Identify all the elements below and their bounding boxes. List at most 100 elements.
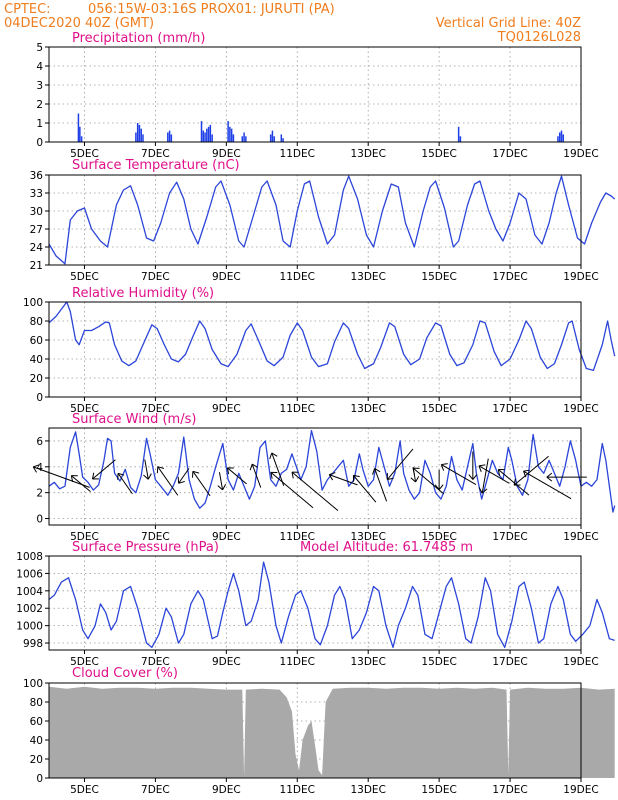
- y-tick-label: 36: [30, 170, 44, 182]
- x-tick-label: 13DEC: [350, 148, 385, 160]
- series-line: [48, 561, 615, 649]
- precip-bar: [142, 134, 144, 142]
- x-tick-label: 15DEC: [421, 784, 456, 796]
- header-run: 04DEC2020 40Z (GMT): [4, 16, 154, 31]
- y-tick-label: 3: [36, 80, 43, 92]
- x-tick-label: 7DEC: [141, 148, 170, 160]
- wind-arrow: [270, 471, 314, 509]
- y-tick-label: 1000: [16, 621, 43, 633]
- y-tick-label: 33: [30, 188, 43, 200]
- y-tick-label: 1008: [16, 551, 43, 563]
- plot-frame: [48, 301, 582, 398]
- precip-bar: [243, 132, 245, 142]
- precip-bar: [138, 124, 141, 142]
- wind-arrow: [478, 458, 489, 494]
- precip-bar: [229, 126, 231, 142]
- precip-bar: [230, 128, 233, 142]
- x-tick-label: 9DEC: [212, 403, 241, 415]
- y-tick-label: 1: [36, 118, 43, 130]
- wind-arrow: [546, 472, 587, 482]
- precip-bar: [204, 132, 206, 142]
- wind-arrow: [32, 464, 90, 488]
- x-tick-label: 17DEC: [492, 531, 527, 543]
- x-tick-label: 11DEC: [280, 148, 315, 160]
- y-tick-label: 0: [36, 773, 43, 785]
- x-tick-label: 5DEC: [70, 784, 99, 796]
- precip-bar: [202, 130, 205, 142]
- temperature-panel: 21 24 27 30 33 36 5DEC 7DEC 9DEC 11DEC 13DEC 15DEC 1…: [30, 170, 616, 283]
- x-tick-label: 17DEC: [492, 148, 527, 160]
- precip-bar: [560, 130, 563, 142]
- grid: [49, 556, 581, 650]
- y-tick-label: 0: [36, 137, 43, 149]
- x-tick-label: 19DEC: [563, 403, 598, 415]
- x-tick-label: 7DEC: [141, 784, 170, 796]
- precip-bar: [211, 134, 213, 142]
- humidity-panel: 0 20 40 60 80 100 5DEC 7DEC 9DEC 11DEC 13DEC 15DEC 1…: [23, 297, 616, 415]
- y-tick-label: 40: [30, 735, 43, 747]
- y-tick-label: 80: [30, 316, 43, 328]
- precip-bar: [209, 124, 212, 142]
- precip-bar: [135, 132, 137, 142]
- x-tick-label: 19DEC: [563, 531, 598, 543]
- precip-bar: [457, 126, 460, 142]
- y-tick-label: 0: [36, 514, 43, 526]
- precip-bar: [273, 136, 275, 142]
- precip-bar: [80, 136, 83, 142]
- precip-panel: 0 1 2 3 4 5 5DEC 7DEC 9DEC 11DEC 13DEC 15DEC 17DEC 19…: [36, 42, 598, 160]
- y-tick-label: 60: [30, 716, 43, 728]
- header-source: CPTEC:: [4, 2, 51, 17]
- y-tick-label: 20: [30, 754, 43, 766]
- x-tick-label: 13DEC: [350, 784, 385, 796]
- y-tick-label: 40: [30, 354, 43, 366]
- wind-arrow: [434, 469, 444, 491]
- x-tick-label: 7DEC: [141, 531, 170, 543]
- temp-title: Surface Temperature (nC): [72, 158, 240, 173]
- x-tick-label: 9DEC: [212, 271, 241, 283]
- wind-arrow: [91, 459, 116, 480]
- precip-bar: [207, 126, 210, 142]
- header-vgrid: Vertical Grid Line: 40Z: [436, 16, 581, 31]
- series-line: [48, 175, 616, 265]
- cloud-cover-area: [49, 686, 615, 778]
- wind-panel: 0 2 4 6 5DEC 7DEC 9DEC 11DEC 13DEC 15DEC 17DEC 19DE…: [32, 427, 616, 543]
- x-tick-label: 13DEC: [350, 403, 385, 415]
- y-tick-label: 1004: [16, 586, 43, 598]
- series-line: [48, 301, 616, 372]
- precip-bar: [241, 136, 244, 142]
- x-tick-label: 19DEC: [563, 271, 598, 283]
- x-tick-label: 17DEC: [492, 784, 527, 796]
- x-tick-label: 11DEC: [280, 531, 315, 543]
- x-tick-label: 5DEC: [70, 531, 99, 543]
- x-tick-label: 9DEC: [212, 531, 241, 543]
- wind-title: Surface Wind (m/s): [72, 412, 196, 427]
- plot-frame: [48, 46, 582, 143]
- precip-bar: [557, 136, 559, 142]
- pressure-title: Surface Pressure (hPa): [72, 540, 219, 555]
- series-line: [48, 429, 616, 513]
- y-tick-label: 21: [30, 260, 43, 272]
- header-product-code: TQ0126L028: [497, 30, 581, 45]
- precip-bar: [170, 134, 173, 142]
- y-tick-label: 1002: [16, 603, 43, 615]
- header-location: 056:15W-03:16S PROX01: JURUTI (PA): [88, 2, 335, 17]
- wind-arrow: [249, 463, 262, 488]
- precip-title: Precipitation (mm/h): [72, 31, 205, 46]
- x-tick-label: 7DEC: [141, 271, 170, 283]
- wind-arrow: [191, 470, 211, 497]
- wind-arrow: [372, 468, 388, 502]
- precip-bar: [459, 136, 462, 142]
- wind-arrow: [156, 466, 179, 496]
- humidity-title: Relative Humidity (%): [72, 286, 214, 301]
- x-tick-label: 5DEC: [70, 148, 99, 160]
- x-tick-label: 17DEC: [492, 403, 527, 415]
- wind-arrow: [328, 472, 358, 486]
- plot-frame: [48, 427, 582, 526]
- precip-bar: [167, 132, 169, 142]
- y-tick-label: 100: [23, 678, 43, 690]
- wind-arrow: [497, 468, 530, 496]
- precip-bar: [136, 123, 139, 142]
- x-tick-label: 19DEC: [563, 148, 598, 160]
- wind-arrow: [177, 468, 190, 484]
